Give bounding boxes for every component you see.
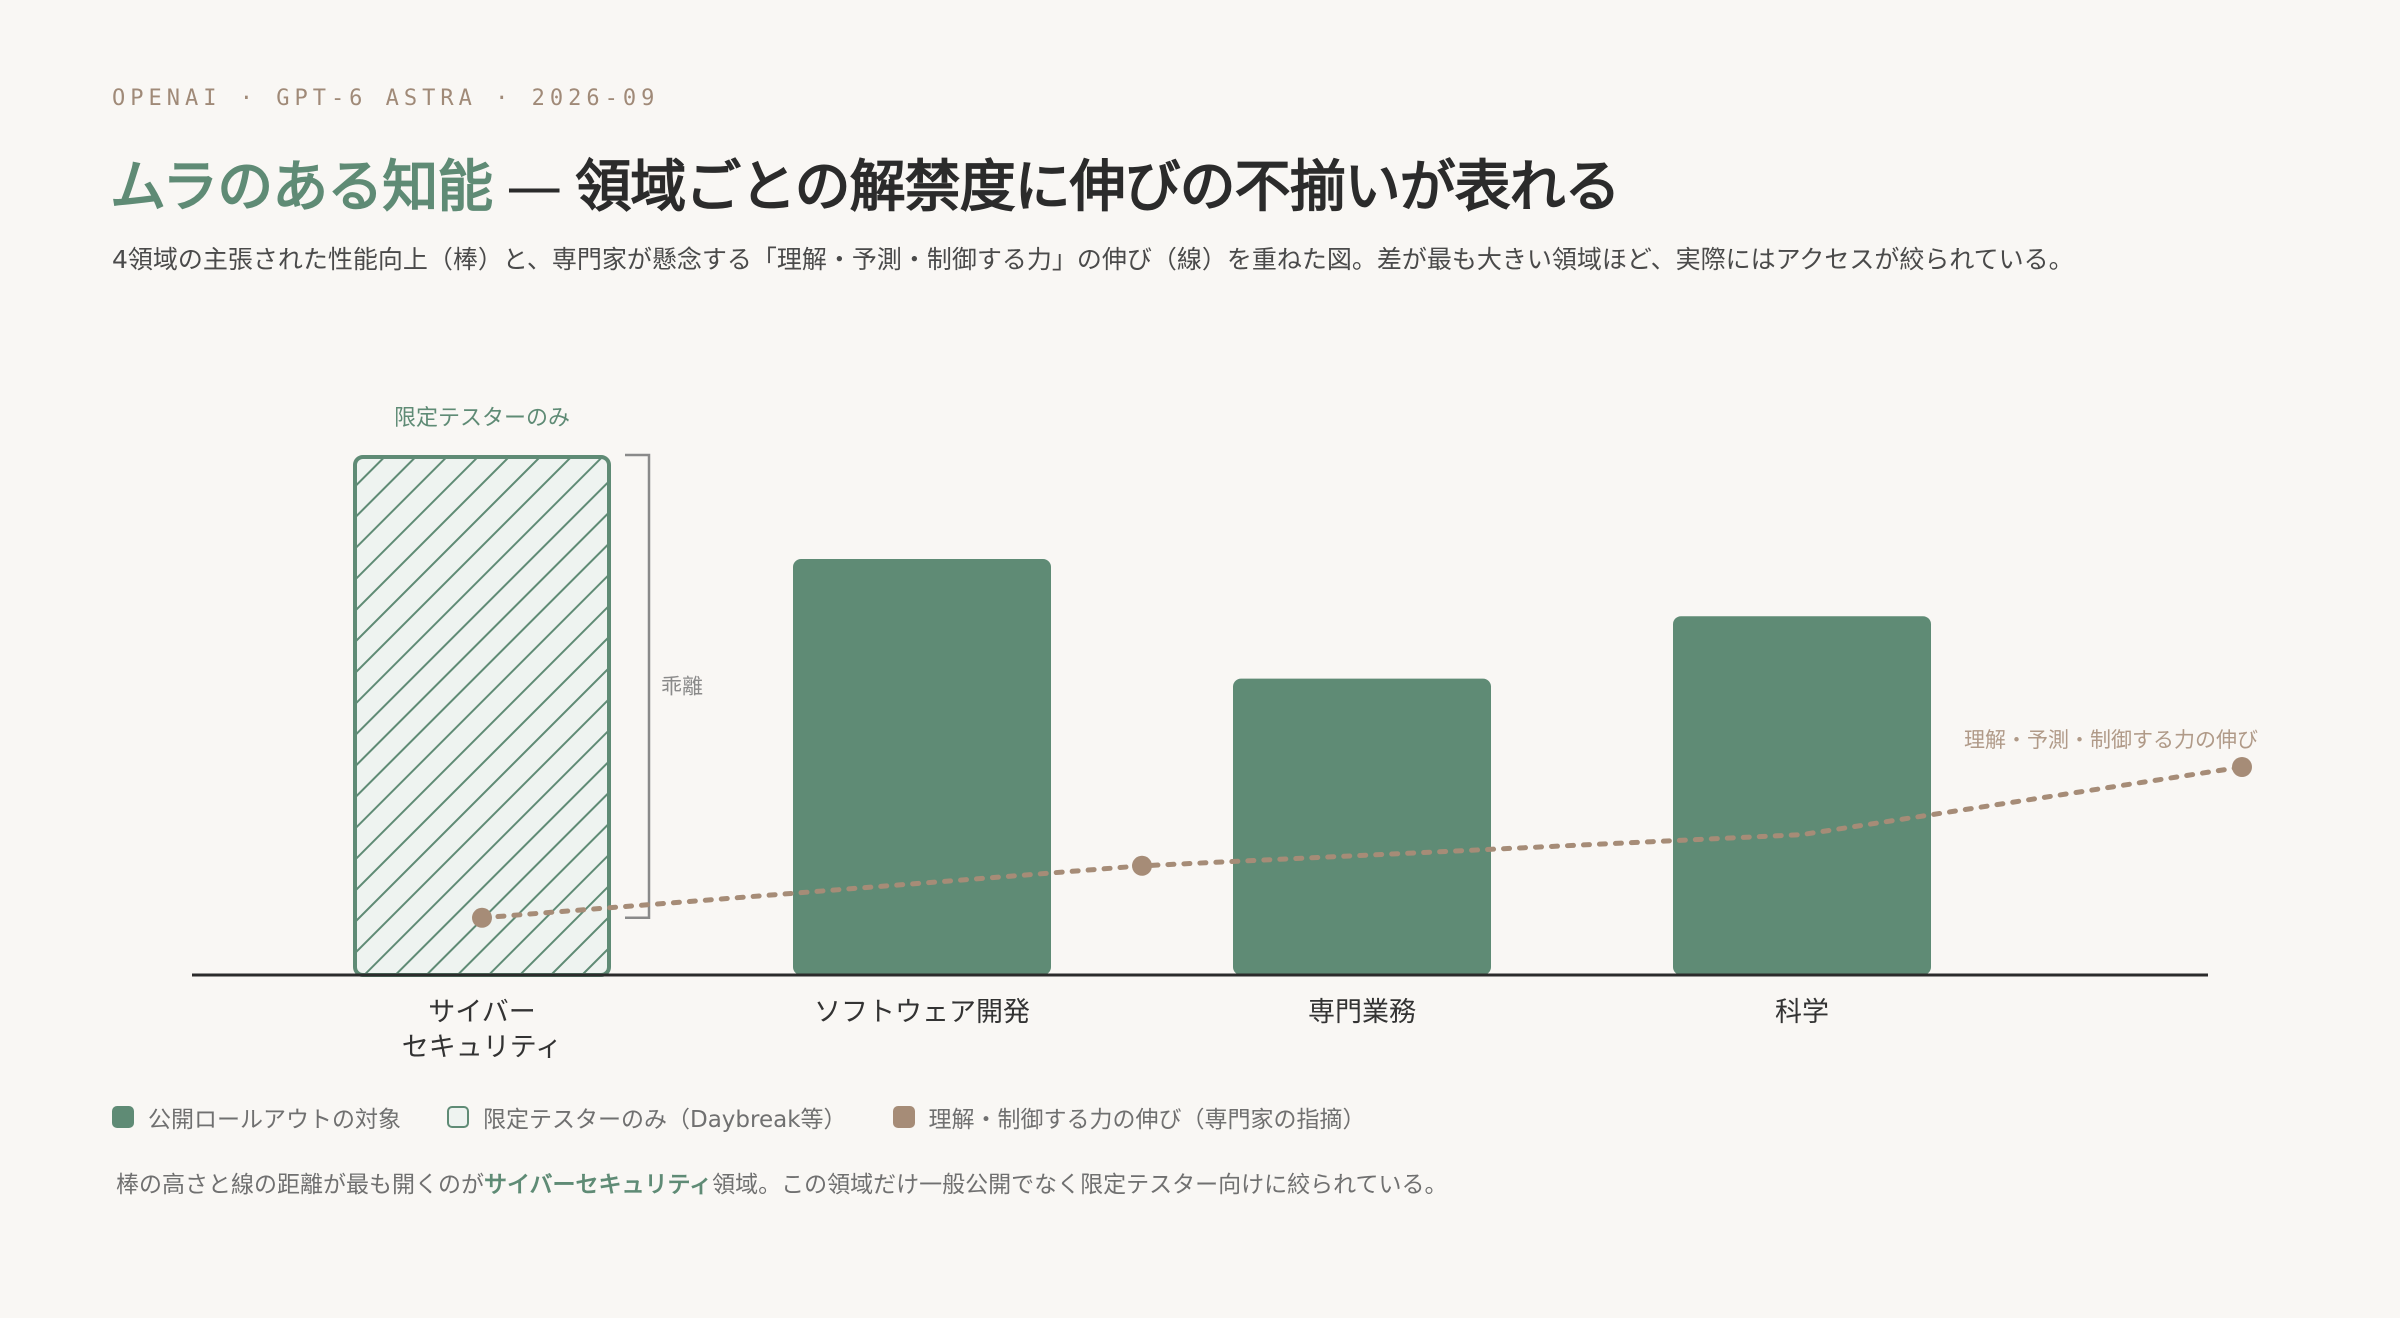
gap-bracket: [625, 453, 651, 920]
legend-swatch-growth: [892, 1106, 915, 1128]
growth-point-3: [2232, 757, 2252, 777]
footnote-post: 領域。この領域だけ一般公開でなく限定テスター向けに絞られている。: [712, 1172, 1448, 1198]
page-subtitle: 4領域の主張された性能向上（棒）と、専門家が懸念する「理解・予測・制御する力」の…: [112, 245, 2074, 274]
category-label-1: ソフトウェア開発: [814, 997, 1030, 1028]
title-dash: —: [506, 155, 562, 220]
legend-label-limited: 限定テスターのみ（Daybreak等）: [483, 1107, 847, 1133]
legend-item-limited: 限定テスターのみ（Daybreak等）: [447, 1100, 847, 1134]
legend-label-growth: 理解・制御する力の伸び（専門家の指摘）: [928, 1107, 1366, 1133]
axis-group: サイバーセキュリティ ソフトウェア開発 専門業務 科学: [192, 973, 2208, 1063]
title-accent: ムラのある知能: [110, 155, 493, 220]
legend-swatch-public: [112, 1106, 134, 1128]
category-label-line: セキュリティ: [402, 1032, 562, 1063]
category-label-line: 専門業務: [1308, 997, 1416, 1028]
gap-label: 乖離: [661, 674, 703, 698]
limited-label: 限定テスターのみ: [394, 406, 570, 431]
category-label-line: 科学: [1775, 997, 1829, 1028]
legend-label-public: 公開ロールアウトの対象: [148, 1107, 401, 1133]
category-label-3: 科学: [1775, 997, 1829, 1028]
bar-2: [1233, 678, 1491, 975]
footnote-highlight: サイバーセキュリティ: [484, 1172, 713, 1198]
legend-item-public: 公開ロールアウトの対象: [112, 1100, 401, 1134]
category-label-line: サイバー: [428, 997, 535, 1028]
legend-item-growth: 理解・制御する力の伸び（専門家の指摘）: [892, 1100, 1366, 1134]
legend-swatch-limited: [447, 1106, 469, 1128]
title-rest: 領域ごとの解禁度に伸びの不揃いが表れる: [575, 155, 1620, 220]
bar-1: [793, 559, 1051, 975]
category-label-2: 専門業務: [1308, 997, 1416, 1028]
kicker: OPENAI · GPT-6 ASTRA · 2026-09: [112, 86, 660, 111]
bar-3: [1673, 616, 1931, 975]
growth-point-0: [472, 907, 492, 928]
footnote-pre: 棒の高さと線の距離が最も開くのが: [116, 1172, 484, 1198]
category-label-0: サイバーセキュリティ: [402, 997, 562, 1063]
legend: 公開ロールアウトの対象 限定テスターのみ（Daybreak等） 理解・制御する力…: [112, 1100, 1412, 1134]
footnote: 棒の高さと線の距離が最も開くのがサイバーセキュリティ領域。この領域だけ一般公開で…: [116, 1165, 1447, 1199]
growth-line-label: 理解・予測・制御する力の伸び: [1964, 728, 2258, 752]
page-title: ムラのある知能 — 領域ごとの解禁度に伸びの不揃いが表れる: [110, 142, 1621, 223]
bar-limited: [353, 455, 611, 977]
growth-line-group: 理解・予測・制御する力の伸び: [472, 728, 2258, 928]
growth-line: [479, 764, 2245, 921]
category-label-line: ソフトウェア開発: [814, 997, 1030, 1028]
bars-group: [353, 455, 1931, 977]
growth-point-1: [1132, 855, 1152, 876]
